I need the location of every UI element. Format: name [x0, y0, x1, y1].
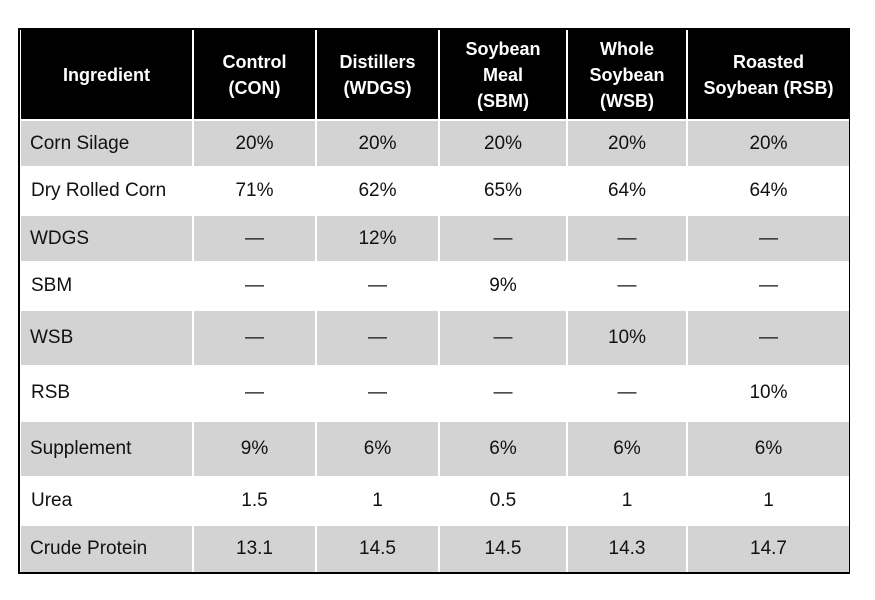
cell-whole-soybean: 6%	[566, 420, 687, 478]
cell-distillers: 20%	[315, 118, 439, 168]
cell-control: 20%	[192, 118, 316, 168]
table-row: Dry Rolled Corn 71% 62% 65% 64% 64%	[20, 166, 849, 215]
cell-roasted-soybean: 64%	[686, 166, 849, 215]
cell-soybean-meal: 14.5	[438, 523, 567, 572]
row-label: Urea	[20, 476, 193, 525]
cell-soybean-meal: —	[438, 213, 567, 263]
header-row: Ingredient Control (CON) Distillers (WDGS)…	[21, 30, 849, 120]
cell-soybean-meal: —	[438, 364, 567, 422]
cell-distillers: 6%	[315, 420, 439, 478]
header-distillers: Distillers (WDGS)	[315, 30, 439, 120]
row-label: WSB	[21, 308, 193, 366]
diet-composition-table-wrapper: Ingredient Control (CON) Distillers (WDGS)…	[18, 28, 850, 574]
cell-control: 1.5	[192, 476, 316, 525]
row-label: RSB	[20, 364, 193, 422]
table-row: SBM — — 9% — —	[20, 261, 849, 310]
table-row: RSB — — — — 10%	[20, 364, 849, 422]
cell-roasted-soybean: 10%	[686, 364, 849, 422]
cell-distillers: —	[315, 364, 439, 422]
table-row: WDGS — 12% — — —	[21, 213, 849, 263]
cell-distillers: 12%	[315, 213, 439, 263]
cell-whole-soybean: 14.3	[566, 523, 687, 572]
cell-soybean-meal: —	[438, 308, 567, 366]
table-row: WSB — — — 10% —	[21, 308, 849, 366]
table-row: Crude Protein 13.1 14.5 14.5 14.3 14.7	[21, 523, 849, 572]
cell-control: —	[192, 308, 316, 366]
cell-whole-soybean: —	[566, 364, 687, 422]
cell-whole-soybean: —	[566, 261, 687, 310]
table-row: Supplement 9% 6% 6% 6% 6%	[21, 420, 849, 478]
cell-soybean-meal: 20%	[438, 118, 567, 168]
cell-control: 71%	[192, 166, 316, 215]
cell-control: —	[192, 364, 316, 422]
table-body: Corn Silage 20% 20% 20% 20% 20% Dry Roll…	[20, 118, 849, 572]
header-ingredient: Ingredient	[21, 30, 193, 120]
row-label: SBM	[20, 261, 193, 310]
cell-roasted-soybean: 14.7	[686, 523, 849, 572]
cell-distillers: 1	[315, 476, 439, 525]
cell-soybean-meal: 6%	[438, 420, 567, 478]
cell-whole-soybean: 20%	[566, 118, 687, 168]
header-whole-soybean: Whole Soybean (WSB)	[566, 30, 687, 120]
cell-control: —	[192, 213, 316, 263]
cell-soybean-meal: 65%	[438, 166, 567, 215]
header-roasted-soybean: Roasted Soybean (RSB)	[686, 30, 849, 120]
cell-whole-soybean: —	[566, 213, 687, 263]
table-row: Urea 1.5 1 0.5 1 1	[20, 476, 849, 525]
cell-soybean-meal: 9%	[438, 261, 567, 310]
cell-roasted-soybean: —	[686, 308, 849, 366]
row-label: Dry Rolled Corn	[20, 166, 193, 215]
row-label: WDGS	[21, 213, 193, 263]
cell-whole-soybean: 64%	[566, 166, 687, 215]
header-soybean-meal: Soybean Meal (SBM)	[438, 30, 567, 120]
cell-roasted-soybean: 6%	[686, 420, 849, 478]
table-header: Ingredient Control (CON) Distillers (WDGS)…	[21, 30, 849, 120]
diet-composition-table: Ingredient Control (CON) Distillers (WDGS)…	[20, 30, 849, 572]
cell-distillers: —	[315, 308, 439, 366]
row-label: Crude Protein	[21, 523, 193, 572]
cell-roasted-soybean: 1	[686, 476, 849, 525]
cell-whole-soybean: 10%	[566, 308, 687, 366]
cell-control: —	[192, 261, 316, 310]
table-row: Corn Silage 20% 20% 20% 20% 20%	[21, 118, 849, 168]
cell-roasted-soybean: —	[686, 261, 849, 310]
cell-roasted-soybean: 20%	[686, 118, 849, 168]
cell-control: 9%	[192, 420, 316, 478]
cell-distillers: 14.5	[315, 523, 439, 572]
cell-distillers: 62%	[315, 166, 439, 215]
header-control: Control (CON)	[192, 30, 316, 120]
cell-whole-soybean: 1	[566, 476, 687, 525]
row-label: Supplement	[21, 420, 193, 478]
cell-distillers: —	[315, 261, 439, 310]
cell-soybean-meal: 0.5	[438, 476, 567, 525]
cell-control: 13.1	[192, 523, 316, 572]
cell-roasted-soybean: —	[686, 213, 849, 263]
row-label: Corn Silage	[21, 118, 193, 168]
